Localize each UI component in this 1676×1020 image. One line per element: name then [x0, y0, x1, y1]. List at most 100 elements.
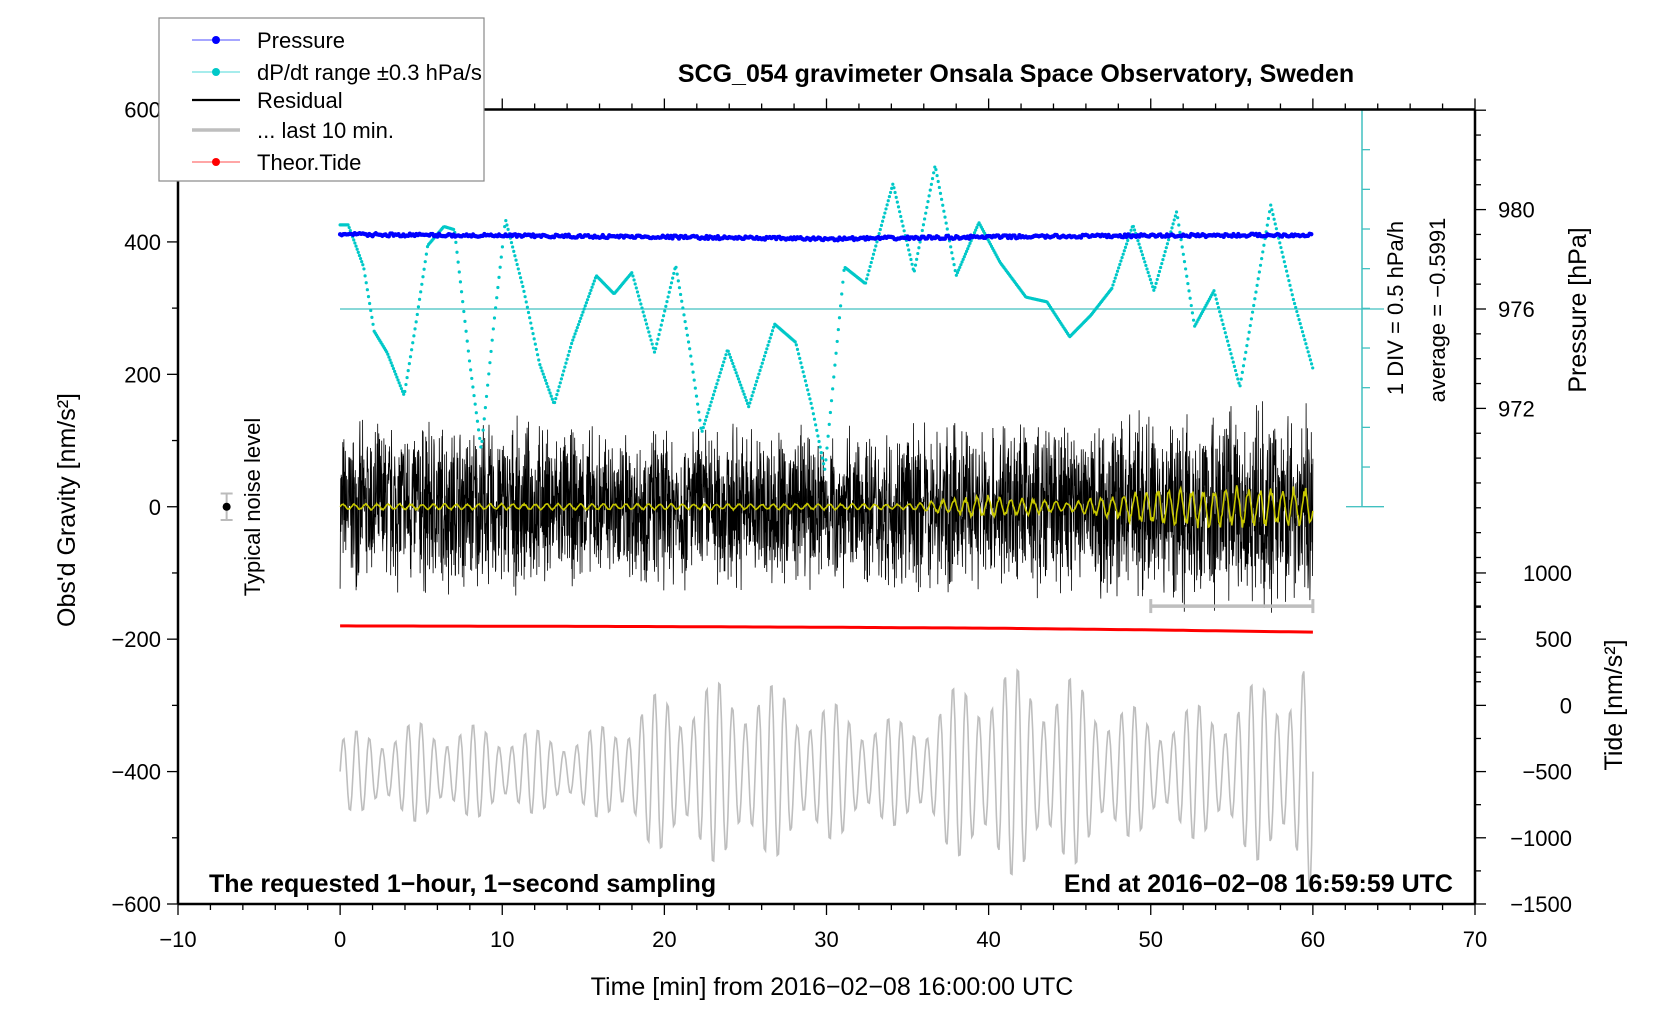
dpdt-point: [1166, 238, 1171, 242]
dpdt-point: [804, 383, 809, 387]
dpdt-point: [1172, 218, 1176, 222]
dpdt-point: [942, 209, 946, 213]
pressure-point: [1309, 231, 1314, 237]
dpdt-point: [877, 232, 881, 236]
dpdt-point: [1249, 317, 1254, 321]
dpdt-point: [1164, 246, 1168, 250]
dpdt-point: [461, 300, 465, 304]
dpdt-point: [424, 252, 428, 256]
dpdt-point: [513, 254, 517, 258]
dpdt-point: [820, 456, 825, 460]
dpdt-point: [686, 340, 691, 344]
dpdt-point: [391, 366, 396, 371]
dpdt-point: [709, 400, 713, 404]
dpdt-point: [748, 401, 752, 405]
dpdt-point: [719, 367, 724, 371]
dpdt-point: [963, 252, 968, 256]
dpdt-point: [799, 361, 803, 365]
dpdt-point: [1162, 254, 1166, 258]
dpdt-point: [523, 295, 527, 299]
dpdt-point: [509, 240, 514, 245]
dpdt-point: [953, 268, 957, 273]
dpdt-point: [1258, 263, 1263, 267]
dpdt-point: [646, 326, 650, 330]
dpdt-point: [348, 229, 352, 233]
dpdt-point: [698, 418, 702, 422]
annotation-sampling: The requested 1−hour, 1−second sampling: [209, 870, 716, 898]
dpdt-point: [540, 369, 544, 373]
dpdt-point: [452, 227, 456, 232]
dpdt-point: [895, 200, 899, 204]
dpdt-point: [724, 353, 728, 357]
dpdt-point: [347, 225, 351, 230]
dpdt-point: [1304, 342, 1308, 346]
dpdt-point: [866, 273, 870, 277]
dpdt-point: [1188, 296, 1192, 300]
dpdt-point: [1244, 350, 1248, 354]
dpdt-point: [1248, 323, 1252, 328]
dpdt-point: [476, 428, 481, 432]
dpdt-point: [669, 281, 674, 285]
dpdt-point: [577, 319, 582, 324]
dpdt-point: [760, 361, 764, 365]
dpdt-point: [808, 397, 812, 401]
dpdt-point: [742, 392, 746, 396]
dpdt-point: [741, 389, 745, 393]
dpdt-point: [500, 245, 505, 249]
dpdt-point: [574, 329, 578, 333]
dpdt-point: [524, 300, 528, 304]
dpdt-point: [681, 306, 685, 310]
dpdt-point: [875, 240, 879, 244]
dpdt-point: [1308, 358, 1313, 362]
dpdt-point: [749, 397, 753, 401]
dpdt-point: [689, 354, 693, 358]
dpdt-point: [795, 347, 800, 351]
dpdt-point: [888, 190, 893, 195]
dpdt-point: [1302, 334, 1306, 338]
dpdt-point: [708, 404, 712, 408]
dpdt-point: [878, 227, 882, 232]
x-tick-label: 40: [976, 927, 1000, 952]
dpdt-point: [581, 310, 585, 314]
dpdt-point: [1229, 352, 1233, 356]
dpdt-point: [692, 378, 696, 382]
dpdt-point: [496, 285, 500, 290]
tide-tick-label: −1500: [1510, 892, 1572, 917]
dpdt-point: [707, 407, 711, 411]
x-tick-label: 30: [814, 927, 838, 952]
dpdt-point: [949, 245, 953, 249]
dpdt-point: [962, 255, 966, 259]
dpdt-point: [730, 358, 734, 363]
dpdt-point: [1282, 260, 1286, 264]
dpdt-point: [371, 322, 375, 326]
dpdt-point: [832, 375, 836, 379]
dpdt-point: [767, 340, 771, 344]
dpdt-point: [1243, 357, 1247, 361]
dpdt-point: [355, 247, 359, 251]
dpdt-point: [938, 191, 943, 195]
dpdt-point: [458, 280, 463, 284]
dpdt-point: [807, 392, 811, 396]
dpdt-point: [1131, 224, 1136, 229]
dpdt-point: [1227, 343, 1231, 347]
y-axis-label-pressure: Pressure [hPa]: [1564, 227, 1592, 392]
dpdt-point: [1146, 270, 1150, 275]
dpdt-point: [902, 229, 906, 233]
dpdt-point: [1152, 288, 1156, 292]
dpdt-point: [1297, 318, 1301, 322]
x-tick-label: 10: [490, 927, 514, 952]
dpdt-point: [675, 272, 679, 276]
y-tick-label: 400: [124, 230, 161, 255]
legend-label: Pressure: [257, 28, 345, 53]
dpdt-point: [835, 339, 839, 344]
dpdt-point: [929, 182, 933, 186]
dpdt-point: [1163, 250, 1167, 254]
legend-marker: [212, 36, 220, 44]
dpdt-point: [918, 240, 922, 244]
dpdt-point: [1298, 322, 1302, 326]
x-axis-label: Time [min] from 2016−02−08 16:00:00 UTC: [591, 973, 1074, 1001]
dpdt-point: [954, 273, 958, 277]
dpdt-point: [474, 411, 478, 415]
average-label: average = −0.5991: [1425, 218, 1450, 403]
dpdt-point: [592, 279, 596, 283]
